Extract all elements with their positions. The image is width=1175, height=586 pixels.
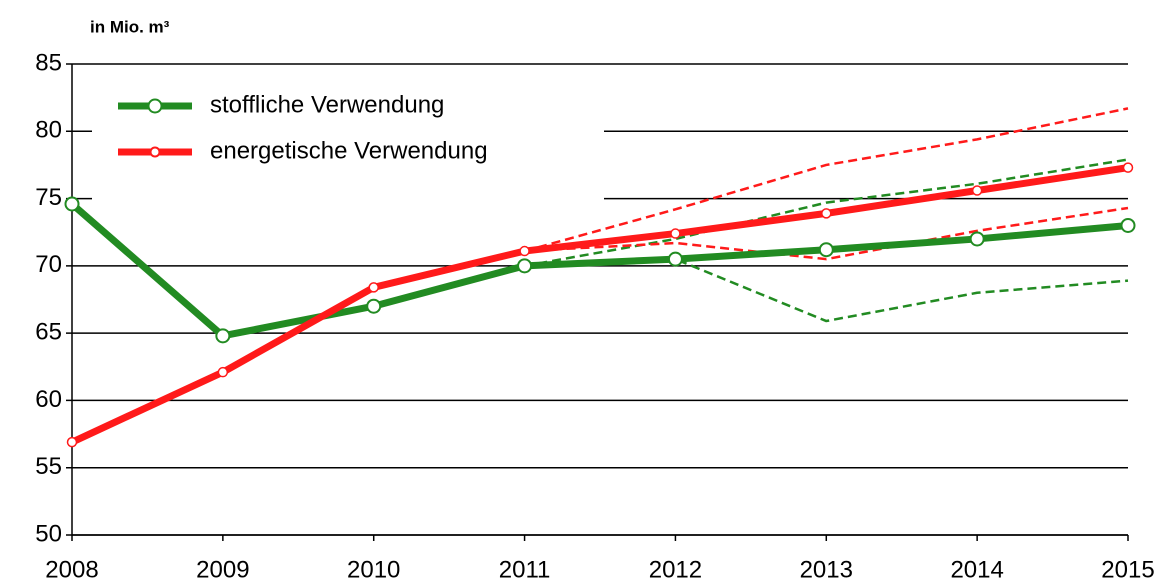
dashed-line (524, 158, 1129, 268)
x-tick-label: 2013 (800, 556, 853, 583)
y-tick-label: 50 (35, 520, 62, 547)
y-tick-label: 65 (35, 318, 62, 345)
y-axis-label: in Mio. m³ (90, 17, 170, 36)
point-marker (667, 251, 683, 267)
point-marker (64, 196, 80, 212)
point-marker (818, 242, 834, 258)
x-tick-label: 2011 (499, 556, 551, 583)
x-tick-label: 2014 (950, 556, 1003, 583)
point-marker (670, 228, 681, 239)
point-marker (368, 282, 379, 293)
point-marker (821, 208, 832, 219)
series-line (70, 164, 1129, 446)
legend-marker (149, 146, 161, 158)
x-tick-label: 2012 (649, 556, 702, 583)
point-marker (1122, 162, 1134, 173)
legend-marker (147, 98, 163, 114)
legend-box (92, 80, 604, 204)
y-tick-label: 75 (35, 184, 62, 211)
series-line (69, 201, 1129, 340)
dashed-line (524, 107, 1129, 253)
point-marker (66, 436, 78, 448)
legend-label: stoffliche Verwendung (210, 91, 444, 118)
y-tick-label: 85 (35, 49, 62, 76)
point-marker (969, 231, 985, 247)
legend-label: energetische Verwendung (210, 137, 488, 164)
point-marker (217, 366, 229, 378)
dashed-line (524, 206, 1129, 261)
y-tick-label: 55 (35, 453, 62, 480)
y-tick-label: 70 (35, 251, 62, 278)
x-tick-label: 2008 (45, 556, 98, 583)
x-tick-label: 2009 (196, 556, 249, 583)
y-tick-label: 80 (35, 117, 62, 144)
y-tick-label: 60 (35, 386, 62, 413)
point-marker (519, 245, 530, 257)
point-marker (366, 298, 382, 314)
point-marker (971, 185, 983, 196)
x-tick-label: 2015 (1101, 556, 1154, 583)
point-marker (517, 258, 533, 274)
x-tick-label: 2010 (347, 556, 400, 583)
point-marker (1120, 217, 1136, 233)
point-marker (215, 328, 231, 344)
dashed-line (524, 257, 1129, 323)
